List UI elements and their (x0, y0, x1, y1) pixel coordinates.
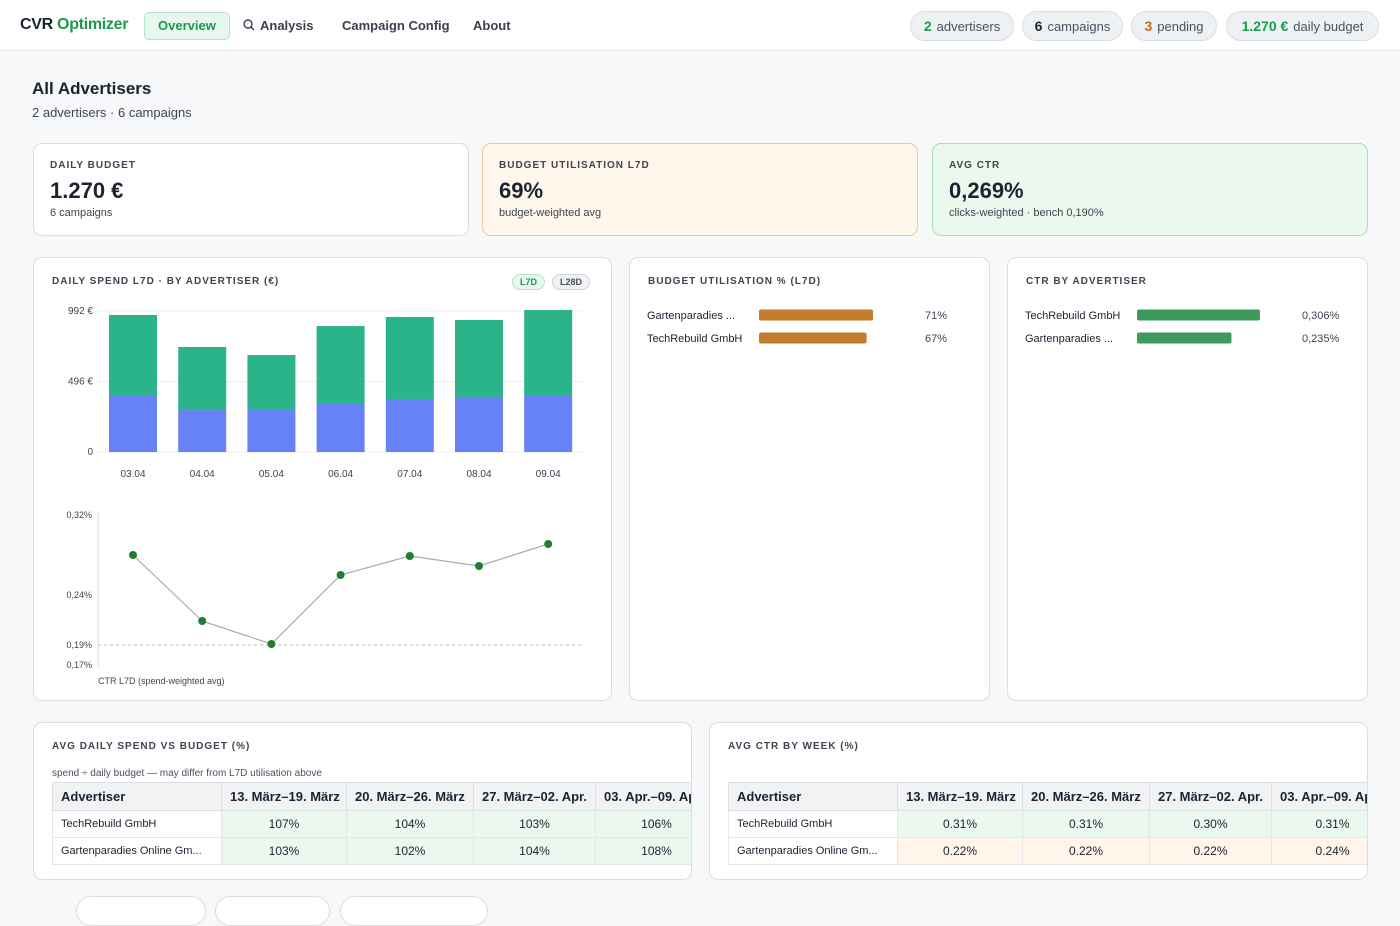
tab-label: Campaign Config (342, 18, 450, 33)
table-cell: 104% (473, 837, 596, 865)
column-header: 27. März–02. Apr. (473, 782, 596, 811)
pill-partial (215, 896, 330, 926)
pill-partial (76, 896, 206, 926)
nav-tab[interactable]: Analysis (230, 12, 326, 40)
kpi-value: 1.270 € (50, 178, 124, 203)
table-cell: 108% (595, 837, 691, 865)
header-row: Advertiser 13. März–19. März 20. März–26. … (52, 782, 691, 811)
data-table: Advertiser 13. März–19. März 20. März–26. … (728, 782, 1367, 865)
kpi-value: 0,269% (949, 178, 1024, 203)
table-cell: 104% (346, 810, 474, 838)
tab-label: Overview (158, 18, 216, 33)
ctr-panel: CTR BY ADVERTISER (1007, 257, 1368, 701)
table-cell: Gartenparadies Online Gm... (52, 837, 222, 865)
nav-tab[interactable]: About (460, 12, 524, 40)
table-cell: 0.31% (1271, 810, 1367, 838)
table-cell: 106% (595, 810, 691, 838)
kpi-label: DAILY BUDGET (50, 160, 136, 171)
table-cell: 0.22% (1022, 837, 1150, 865)
table-cell: 0.30% (1149, 810, 1272, 838)
kpi-card: AVG CTR 0,269% clicks-weighted · bench 0,1… (932, 143, 1368, 236)
column-header: 13. März–19. März (221, 782, 347, 811)
stat-label: campaigns (1047, 19, 1111, 34)
table-panel: AVG DAILY SPEND VS BUDGET (%) spend ÷ dai… (33, 722, 692, 880)
table-cell: 0.22% (1149, 837, 1272, 865)
kpi-note: clicks-weighted · bench 0,190% (949, 207, 1104, 219)
kpi-label: BUDGET UTILISATION L7D (499, 160, 650, 171)
table-note: spend ÷ daily budget — may differ from L… (52, 768, 322, 779)
table-cell: 103% (221, 837, 347, 865)
kpi-note: budget-weighted avg (499, 207, 602, 219)
table-cell: 102% (346, 837, 474, 865)
header: CVR Optimizer Overview Analysis Campaign C… (0, 0, 1400, 51)
table-cell: 0.24% (1271, 837, 1367, 865)
column-header: 20. März–26. März (1022, 782, 1150, 811)
page-subtitle: 2 advertisers · 6 campaigns (32, 105, 192, 120)
table-panel: AVG CTR BY WEEK (%) Advertiser 13. März–19… (709, 722, 1368, 880)
stat-pill: 1.270 € daily budget (1226, 11, 1379, 41)
stat-label: daily budget (1293, 19, 1364, 34)
range-toggle[interactable]: L28D (552, 274, 591, 290)
panel-title: DAILY SPEND L7D · BY ADVERTISER (€) (52, 276, 280, 287)
tab-label: About (473, 18, 511, 33)
stat-value: 1.270 € (1241, 18, 1289, 34)
table-row: Gartenparadies Online Gm... 103% 102% 104% 1… (52, 837, 691, 865)
spend-panel: DAILY SPEND L7D · BY ADVERTISER (€) L7D L2… (33, 257, 612, 701)
nav-tab[interactable]: Campaign Config (329, 12, 463, 40)
table-cell: TechRebuild GmbH (52, 810, 222, 838)
stat-value: 6 (1034, 18, 1043, 34)
brand-a: CVR (20, 16, 53, 33)
table-cell: TechRebuild GmbH (728, 810, 898, 838)
stat-label: pending (1157, 19, 1204, 34)
tab-label: Analysis (260, 18, 314, 33)
column-header: 03. Apr.–09. Apr. (595, 782, 691, 811)
stat-pill: 3 pending (1131, 11, 1217, 41)
range-toggle[interactable]: L7D (512, 274, 546, 290)
stat-label: advertisers (936, 19, 1001, 34)
column-header: 13. März–19. März (897, 782, 1023, 811)
column-header: Advertiser (52, 782, 222, 811)
column-header: 20. März–26. März (346, 782, 474, 811)
pill-partial (340, 896, 488, 926)
kpi-label: AVG CTR (949, 160, 1001, 171)
panel-title: BUDGET UTILISATION % (L7D) (648, 276, 822, 287)
header-row: Advertiser 13. März–19. März 20. März–26. … (728, 782, 1367, 811)
panel-title: AVG CTR BY WEEK (%) (728, 741, 859, 752)
table-row: TechRebuild GmbH 0.31% 0.31% 0.30% 0.31% (728, 810, 1367, 838)
panel-title: CTR BY ADVERTISER (1026, 276, 1147, 287)
stat-value: 3 (1144, 18, 1153, 34)
table-cell: 107% (221, 810, 347, 838)
search-icon (243, 19, 255, 31)
kpi-card: DAILY BUDGET 1.270 € 6 campaigns (33, 143, 469, 236)
panel-title: AVG DAILY SPEND VS BUDGET (%) (52, 741, 251, 752)
page-title: All Advertisers (32, 79, 152, 98)
brand[interactable]: CVR Optimizer (20, 16, 128, 34)
column-header: 27. März–02. Apr. (1149, 782, 1272, 811)
column-header: Advertiser (728, 782, 898, 811)
stat-pill: 2 advertisers (910, 11, 1014, 41)
table-cell: 0.31% (1022, 810, 1150, 838)
stat-pill: 6 campaigns (1022, 11, 1123, 41)
kpi-card: BUDGET UTILISATION L7D 69% budget-weighted… (482, 143, 918, 236)
table-cell: 103% (473, 810, 596, 838)
table-row: TechRebuild GmbH 107% 104% 103% 106% (52, 810, 691, 838)
table-cell: 0.22% (897, 837, 1023, 865)
nav-tab[interactable]: Overview (144, 12, 230, 40)
table-cell: Gartenparadies Online Gm... (728, 837, 898, 865)
brand-b: Optimizer (57, 16, 129, 33)
kpi-value: 69% (499, 178, 544, 203)
kpi-note: 6 campaigns (50, 207, 113, 219)
util-panel: BUDGET UTILISATION % (L7D) (629, 257, 990, 701)
stat-value: 2 (923, 18, 932, 34)
table-cell: 0.31% (897, 810, 1023, 838)
table-row: Gartenparadies Online Gm... 0.22% 0.22% 0.2… (728, 837, 1367, 865)
data-table: Advertiser 13. März–19. März 20. März–26. … (52, 782, 691, 865)
column-header: 03. Apr.–09. Apr. (1271, 782, 1367, 811)
